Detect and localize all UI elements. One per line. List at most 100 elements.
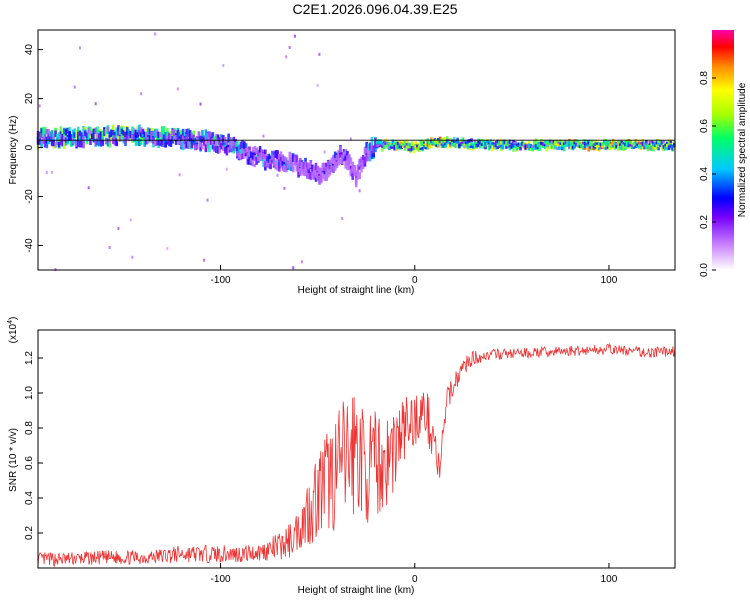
heatmap-cell	[370, 145, 374, 151]
heatmap-cell	[655, 144, 659, 150]
heatmap-cell	[365, 141, 368, 151]
heatmap-cell	[620, 140, 624, 144]
heatmap-cell	[639, 145, 643, 149]
heatmap-cell	[391, 146, 395, 149]
heatmap-cell	[666, 146, 669, 151]
heatmap-cell	[517, 143, 521, 148]
heatmap-cell	[356, 164, 360, 171]
heatmap-cell	[435, 138, 438, 145]
heatmap-cell	[489, 146, 493, 149]
heatmap-cell	[360, 156, 363, 165]
heatmap-cell	[555, 139, 559, 144]
heatmap-cell	[192, 138, 195, 146]
heatmap-cell	[101, 140, 105, 146]
heatmap-noise	[176, 87, 179, 91]
heatmap-cell	[45, 128, 49, 135]
heatmap-cell	[43, 134, 47, 140]
heatmap-cell	[346, 160, 349, 166]
snr-y-tick-label: 0.2	[24, 526, 35, 540]
heatmap-cell	[129, 131, 133, 137]
heatmap-cell	[417, 147, 421, 152]
heatmap-cell	[288, 151, 292, 160]
heatmap-cell	[641, 141, 645, 146]
heatmap-cell	[618, 143, 622, 146]
heatmap-cell	[347, 162, 351, 170]
heatmap-cell	[73, 132, 77, 138]
heatmap-cell	[582, 146, 585, 150]
heatmap-cell	[506, 141, 510, 145]
heatmap-cell	[288, 161, 292, 171]
heatmap-cell	[468, 139, 472, 143]
heatmap-cell	[410, 147, 414, 152]
heatmap-cell	[673, 145, 676, 148]
heatmap-cell	[243, 153, 246, 159]
heatmap-noise	[166, 247, 169, 251]
heatmap-cell	[260, 149, 264, 155]
heatmap-cell	[302, 162, 306, 171]
heatmap-cell	[89, 130, 92, 136]
heatmap-cell	[562, 142, 566, 145]
heatmap-cell	[576, 140, 580, 144]
heatmap-cell	[580, 143, 583, 148]
heatmap-cell	[90, 133, 94, 140]
heatmap-cell	[662, 140, 666, 143]
heatmap-cell	[80, 140, 84, 148]
heatmap-cell	[368, 142, 372, 150]
heatmap-cell	[190, 132, 194, 139]
heatmap-cell	[218, 141, 222, 148]
heatmap-cell	[166, 138, 169, 145]
heatmap-cell	[148, 134, 152, 142]
heatmap-cell	[437, 138, 440, 141]
heatmap-noise	[108, 246, 111, 250]
heatmap-y-ticks: -40 -20 0 20 40	[24, 44, 43, 253]
heatmap-cell	[75, 141, 78, 147]
heatmap-cell	[505, 144, 508, 149]
heatmap-cell	[666, 141, 669, 144]
heatmap-cell	[314, 170, 318, 176]
heatmap-cell	[349, 170, 353, 176]
heatmap-cell	[442, 144, 445, 148]
heatmap-cell	[70, 138, 73, 147]
heatmap-cell	[512, 140, 515, 143]
heatmap-noise	[323, 150, 326, 154]
heatmap-cell	[669, 140, 673, 144]
heatmap-cell	[153, 140, 157, 147]
heatmap-cell	[582, 141, 585, 145]
heatmap-noise	[225, 167, 228, 171]
heatmap-cell	[407, 145, 410, 151]
heatmap-cell	[512, 145, 515, 152]
heatmap-cell	[316, 165, 320, 172]
heatmap-cell	[527, 146, 531, 150]
heatmap-cell	[421, 142, 424, 147]
heatmap-cell	[433, 138, 437, 141]
heatmap-cell	[326, 166, 330, 175]
heatmap-cell	[522, 144, 526, 148]
heatmap-cell	[486, 140, 489, 143]
heatmap-cell	[319, 178, 323, 184]
heatmap-cell	[622, 142, 625, 145]
heatmap-cell	[181, 141, 185, 151]
heatmap-cell	[438, 140, 442, 146]
heatmap-cell	[162, 126, 166, 136]
heatmap-cell	[328, 168, 332, 176]
heatmap-cell	[466, 144, 470, 150]
colorbar-tick-label: 0.8	[699, 71, 710, 85]
heatmap-cell	[176, 134, 180, 142]
heatmap-cell	[459, 141, 463, 145]
heatmap-cell	[42, 138, 45, 144]
heatmap-noise	[341, 217, 344, 221]
heatmap-cell	[295, 162, 299, 169]
heatmap-cell	[456, 142, 459, 149]
heatmap-cell	[82, 136, 85, 142]
multiplier-base: (x10	[8, 323, 19, 343]
heatmap-cell	[487, 144, 491, 147]
heatmap-cell	[40, 128, 43, 135]
heatmap-cell	[78, 130, 82, 136]
heatmap-cell	[279, 154, 283, 162]
heatmap-cell	[220, 142, 223, 150]
heatmap-cell	[222, 138, 225, 147]
heatmap-cell	[510, 142, 514, 147]
heatmap-cell	[610, 145, 613, 148]
heatmap-cell	[389, 146, 393, 149]
